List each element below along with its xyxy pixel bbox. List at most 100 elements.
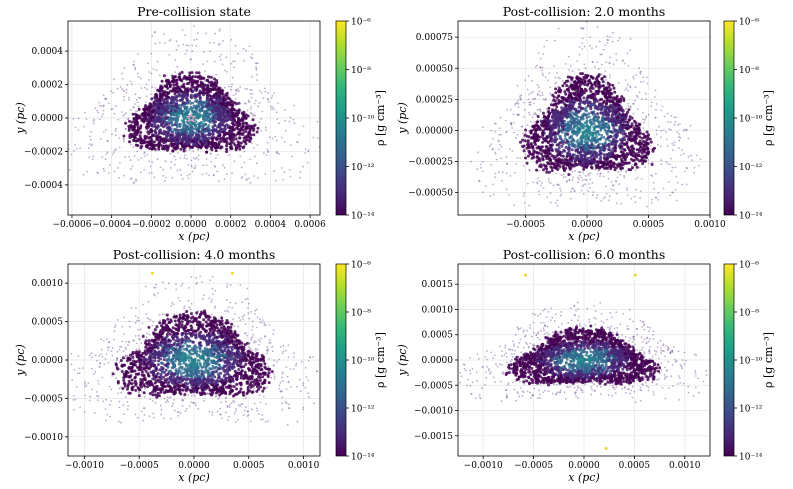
density-point xyxy=(187,164,190,166)
density-point xyxy=(646,76,648,79)
density-point xyxy=(560,106,564,110)
density-point xyxy=(245,126,249,130)
density-point xyxy=(526,88,529,91)
density-point xyxy=(596,112,600,116)
density-point xyxy=(133,60,135,63)
density-point xyxy=(200,76,204,80)
density-point xyxy=(494,130,497,133)
density-point xyxy=(132,145,135,148)
density-point xyxy=(170,129,173,133)
density-point xyxy=(611,40,614,43)
density-point xyxy=(213,60,216,63)
density-point xyxy=(498,139,501,142)
density-point xyxy=(188,173,191,176)
density-point xyxy=(539,108,541,111)
density-point xyxy=(139,130,143,134)
density-point xyxy=(174,135,178,139)
density-point xyxy=(607,125,611,129)
density-point xyxy=(220,145,224,149)
density-point xyxy=(148,79,151,81)
density-point xyxy=(577,176,579,179)
colorbar-tick-label: 10⁻¹⁰ xyxy=(351,115,375,125)
density-point xyxy=(87,147,90,150)
density-point xyxy=(153,140,157,144)
density-point xyxy=(140,87,143,89)
density-point xyxy=(522,132,524,135)
density-point xyxy=(549,131,553,134)
density-point xyxy=(542,119,546,123)
density-point xyxy=(539,145,543,149)
density-point xyxy=(136,131,140,135)
density-point xyxy=(134,115,138,119)
density-point xyxy=(661,105,664,108)
density-point xyxy=(582,124,586,127)
density-point xyxy=(632,103,635,105)
density-point xyxy=(185,44,188,47)
density-point xyxy=(125,112,127,114)
density-point xyxy=(258,121,261,123)
density-point xyxy=(278,153,281,155)
density-point xyxy=(214,149,218,153)
density-point xyxy=(245,179,248,182)
density-point xyxy=(237,101,241,105)
density-point xyxy=(259,89,261,92)
density-point xyxy=(635,133,639,137)
density-point xyxy=(632,126,636,130)
density-point xyxy=(639,81,642,83)
density-point xyxy=(557,94,561,98)
density-point xyxy=(519,157,521,160)
density-point xyxy=(178,122,181,126)
density-point xyxy=(642,111,644,114)
density-point xyxy=(146,110,150,113)
density-point xyxy=(200,103,203,107)
density-point xyxy=(553,99,557,103)
density-point xyxy=(598,166,601,170)
density-point xyxy=(575,163,579,167)
density-point xyxy=(215,108,219,112)
density-point xyxy=(552,131,556,135)
density-point xyxy=(239,86,242,88)
density-point xyxy=(157,131,161,135)
density-point xyxy=(654,116,657,119)
density-point xyxy=(542,115,546,119)
density-point xyxy=(640,177,643,180)
density-point xyxy=(91,143,94,146)
density-point xyxy=(608,62,610,65)
density-point xyxy=(238,144,242,148)
density-cloud xyxy=(470,21,702,208)
density-point xyxy=(234,113,238,117)
density-point xyxy=(234,44,237,47)
density-point xyxy=(537,93,539,95)
density-point xyxy=(529,169,531,172)
density-point xyxy=(247,99,250,102)
density-point xyxy=(271,108,273,110)
density-point xyxy=(243,150,246,153)
density-point xyxy=(218,134,222,138)
density-point xyxy=(157,145,161,149)
density-point xyxy=(226,71,229,73)
density-point xyxy=(563,90,567,94)
density-point xyxy=(257,62,259,64)
density-point xyxy=(299,176,301,179)
density-point xyxy=(635,165,639,169)
density-point xyxy=(645,98,647,101)
density-point xyxy=(610,116,614,120)
density-point xyxy=(599,172,602,175)
density-point xyxy=(307,149,310,152)
density-point xyxy=(175,99,179,103)
density-point xyxy=(576,60,579,62)
density-point xyxy=(205,172,208,175)
density-point xyxy=(505,155,508,158)
density-point xyxy=(112,108,114,111)
density-point xyxy=(634,201,637,204)
density-point xyxy=(208,41,211,44)
density-point xyxy=(631,166,634,170)
density-point xyxy=(560,144,564,148)
density-point xyxy=(264,126,267,129)
density-point xyxy=(544,76,547,78)
density-point xyxy=(112,153,114,156)
density-point xyxy=(128,134,132,137)
density-point xyxy=(564,103,568,107)
density-point xyxy=(485,185,487,188)
density-point xyxy=(66,141,68,143)
